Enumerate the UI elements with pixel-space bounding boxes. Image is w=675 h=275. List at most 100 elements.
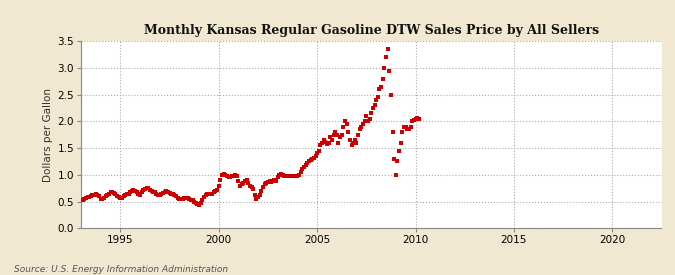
Point bbox=[136, 190, 147, 195]
Point bbox=[264, 179, 275, 183]
Point bbox=[307, 156, 318, 161]
Point bbox=[88, 192, 99, 197]
Point bbox=[110, 192, 121, 196]
Point bbox=[125, 190, 136, 195]
Point bbox=[128, 188, 139, 192]
Point bbox=[197, 198, 208, 203]
Point bbox=[321, 142, 332, 146]
Point bbox=[105, 190, 116, 195]
Point bbox=[143, 186, 154, 190]
Point bbox=[182, 196, 193, 200]
Point bbox=[238, 181, 249, 185]
Point bbox=[166, 191, 177, 196]
Point bbox=[385, 92, 396, 97]
Point bbox=[103, 191, 114, 196]
Point bbox=[123, 191, 134, 196]
Point bbox=[163, 190, 173, 194]
Point bbox=[389, 156, 400, 161]
Point bbox=[235, 183, 246, 188]
Point bbox=[248, 187, 259, 191]
Point bbox=[390, 173, 401, 177]
Point bbox=[259, 182, 270, 186]
Point bbox=[340, 119, 350, 123]
Point bbox=[384, 68, 395, 73]
Point bbox=[130, 189, 140, 193]
Point bbox=[215, 178, 225, 182]
Point bbox=[374, 87, 385, 92]
Point bbox=[407, 119, 418, 123]
Point bbox=[320, 139, 331, 144]
Point bbox=[338, 125, 349, 129]
Point bbox=[146, 189, 157, 193]
Point bbox=[330, 130, 341, 134]
Point bbox=[138, 188, 148, 192]
Point bbox=[353, 133, 364, 137]
Point bbox=[134, 192, 145, 197]
Point bbox=[198, 195, 209, 199]
Point bbox=[102, 192, 113, 197]
Point bbox=[315, 143, 326, 148]
Point bbox=[117, 196, 128, 200]
Point bbox=[362, 119, 373, 123]
Point bbox=[346, 143, 357, 148]
Point bbox=[221, 174, 232, 178]
Point bbox=[156, 192, 167, 196]
Point bbox=[356, 125, 367, 129]
Point bbox=[290, 174, 301, 178]
Point bbox=[342, 122, 352, 126]
Point bbox=[176, 197, 186, 202]
Point bbox=[366, 111, 377, 116]
Point bbox=[202, 191, 213, 196]
Point bbox=[313, 148, 324, 153]
Point bbox=[126, 189, 137, 193]
Point bbox=[377, 76, 388, 81]
Point bbox=[308, 156, 319, 160]
Point bbox=[97, 197, 108, 202]
Point bbox=[178, 197, 188, 202]
Point bbox=[274, 173, 285, 177]
Point bbox=[304, 159, 315, 164]
Point bbox=[336, 133, 347, 137]
Point bbox=[331, 133, 342, 137]
Point bbox=[297, 167, 308, 172]
Point bbox=[359, 119, 370, 123]
Point bbox=[95, 197, 106, 201]
Point bbox=[399, 125, 410, 129]
Point bbox=[213, 183, 224, 188]
Point bbox=[323, 141, 334, 145]
Point bbox=[296, 170, 306, 174]
Point bbox=[302, 161, 313, 165]
Point bbox=[317, 141, 327, 145]
Point bbox=[155, 193, 165, 197]
Point bbox=[263, 180, 273, 184]
Point bbox=[412, 116, 423, 120]
Point bbox=[351, 141, 362, 145]
Point bbox=[394, 148, 404, 153]
Point bbox=[344, 138, 355, 142]
Point bbox=[350, 138, 360, 142]
Point bbox=[111, 193, 122, 198]
Point bbox=[405, 125, 416, 129]
Point bbox=[209, 190, 219, 195]
Point bbox=[79, 197, 90, 201]
Point bbox=[286, 174, 296, 178]
Point bbox=[246, 184, 257, 189]
Point bbox=[227, 174, 238, 179]
Point bbox=[327, 138, 338, 142]
Point bbox=[195, 201, 206, 205]
Point bbox=[164, 191, 175, 195]
Point bbox=[115, 196, 126, 200]
Point bbox=[364, 117, 375, 121]
Point bbox=[282, 174, 293, 179]
Point bbox=[118, 194, 129, 198]
Point bbox=[273, 175, 284, 180]
Point bbox=[161, 189, 171, 193]
Point bbox=[266, 180, 277, 184]
Point bbox=[149, 190, 160, 195]
Point bbox=[76, 198, 86, 203]
Point bbox=[87, 193, 98, 197]
Point bbox=[333, 141, 344, 145]
Point bbox=[184, 197, 194, 201]
Point bbox=[335, 135, 346, 140]
Point bbox=[358, 122, 369, 126]
